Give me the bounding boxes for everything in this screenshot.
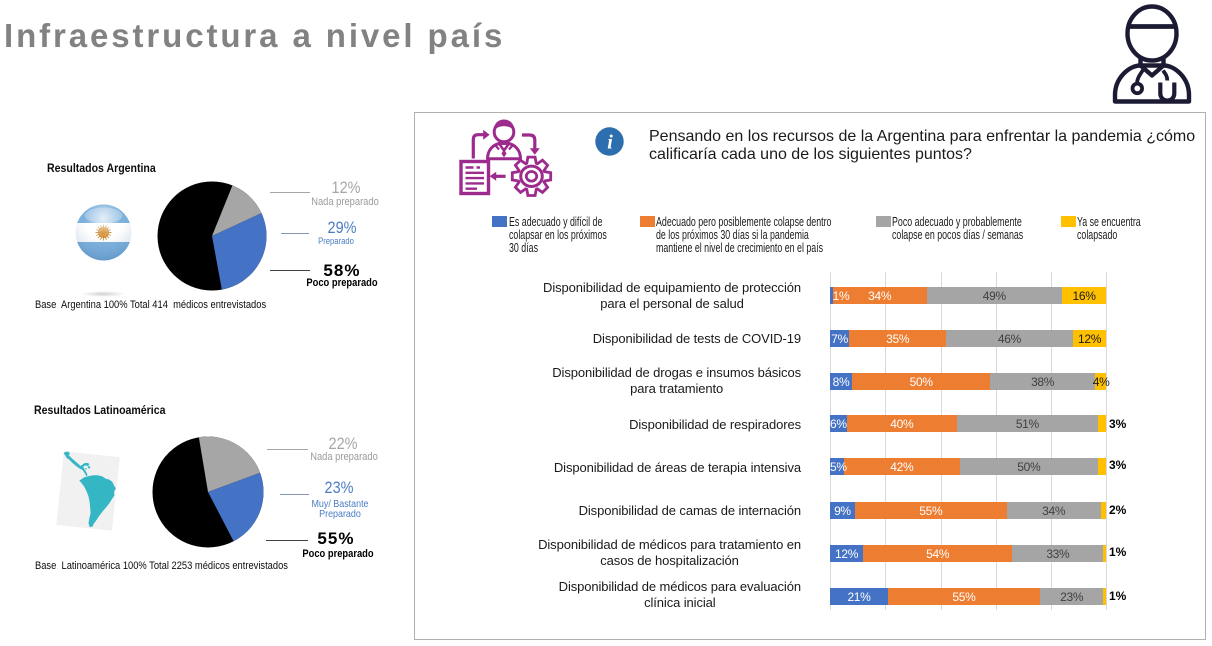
svg-text:i: i [607, 132, 613, 154]
